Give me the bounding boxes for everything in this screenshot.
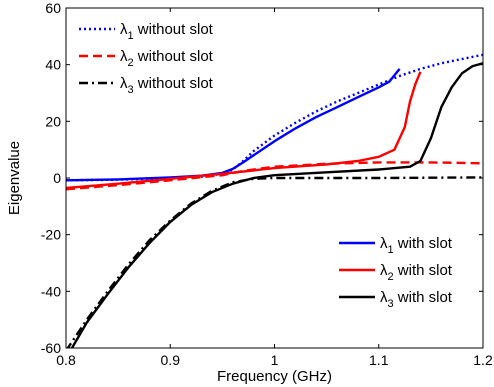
legend-label: λ3 without slot — [120, 75, 214, 96]
legend-text: without slot — [134, 48, 214, 65]
legend-label: λ3 with slot — [380, 289, 453, 310]
legend-subscript: 2 — [388, 271, 394, 283]
legend-label: λ1 with slot — [380, 235, 453, 256]
series-line-2 — [66, 161, 483, 191]
y-tick-label: 40 — [45, 57, 61, 73]
legend-symbol: λ — [380, 289, 388, 306]
legend-label: λ1 without slot — [120, 21, 214, 42]
legend-text: with slot — [394, 289, 453, 306]
series-layer — [66, 53, 483, 348]
legend-subscript: 3 — [388, 298, 394, 310]
x-tick-label: 1 — [271, 352, 279, 368]
series-line-5 — [66, 71, 422, 190]
series-line-6 — [70, 62, 483, 348]
y-tick-label: -20 — [41, 227, 61, 243]
legend-text: without slot — [134, 21, 214, 38]
legend-label: λ2 without slot — [120, 48, 214, 69]
tick-layer: 0.8 0.9 1 1.1 1.2 -60 -40 -20 0 20 40 60 — [41, 0, 493, 368]
x-tick-label: 0.9 — [161, 352, 181, 368]
x-tick-label: 1.1 — [369, 352, 389, 368]
legend-subscript: 1 — [388, 244, 394, 256]
legend-text: with slot — [394, 262, 453, 279]
y-tick-label: 20 — [45, 113, 61, 129]
legend-symbol: λ — [120, 75, 128, 92]
y-tick-label: -60 — [41, 340, 61, 356]
y-tick-label: 0 — [53, 170, 61, 186]
legend-label: λ2 with slot — [380, 262, 453, 283]
legend-text: without slot — [134, 75, 214, 92]
legend-symbol: λ — [120, 21, 128, 38]
legend-subscript: 2 — [128, 57, 134, 69]
legend-subscript: 3 — [128, 84, 134, 96]
legend-text: with slot — [394, 235, 453, 252]
legend-symbol: λ — [380, 262, 388, 279]
legend-symbol: λ — [120, 48, 128, 65]
y-tick-label: 60 — [45, 0, 61, 16]
legend-symbol: λ — [380, 235, 388, 252]
legend-subscript: 1 — [128, 30, 134, 42]
y-axis-label: Eigenvalue — [6, 141, 23, 215]
y-tick-label: -40 — [41, 283, 61, 299]
x-tick-label: 1.2 — [473, 352, 493, 368]
x-axis-label: Frequency (GHz) — [217, 368, 332, 385]
x-tick-label: 0.8 — [56, 352, 76, 368]
